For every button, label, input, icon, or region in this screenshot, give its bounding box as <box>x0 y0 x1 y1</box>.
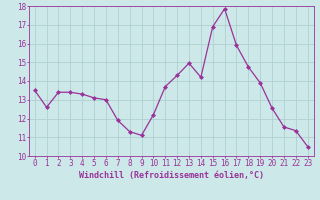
X-axis label: Windchill (Refroidissement éolien,°C): Windchill (Refroidissement éolien,°C) <box>79 171 264 180</box>
